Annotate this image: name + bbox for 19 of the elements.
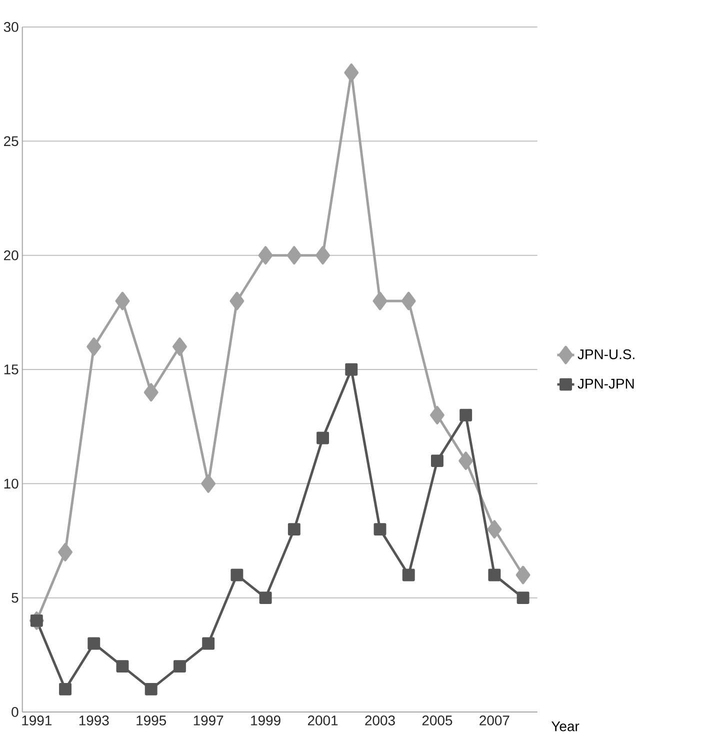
legend-label: JPN-U.S. [578, 349, 635, 360]
x-tick-label: 2001 [308, 716, 338, 726]
x-tick-label: 1991 [22, 716, 52, 726]
x-tick-label: 1993 [80, 716, 109, 726]
x-tick-label: 1999 [251, 716, 281, 726]
y-tick-label: 20 [4, 250, 18, 260]
y-tick-label: 15 [4, 364, 18, 374]
x-axis-title: Year [552, 722, 580, 732]
x-tick-label: 1997 [194, 716, 224, 726]
y-tick-label: 25 [4, 136, 18, 146]
y-tick-label: 30 [4, 22, 18, 32]
y-tick-label: 5 [12, 592, 18, 603]
x-tick-label: 1995 [136, 716, 166, 726]
x-tick-label: 2003 [365, 716, 396, 726]
y-tick-label: 0 [12, 707, 18, 717]
legend-label: JPN-JPN [578, 378, 634, 389]
x-tick-label: 2005 [422, 716, 452, 726]
y-tick-label: 10 [4, 478, 18, 489]
x-tick-label: 2007 [480, 716, 510, 726]
